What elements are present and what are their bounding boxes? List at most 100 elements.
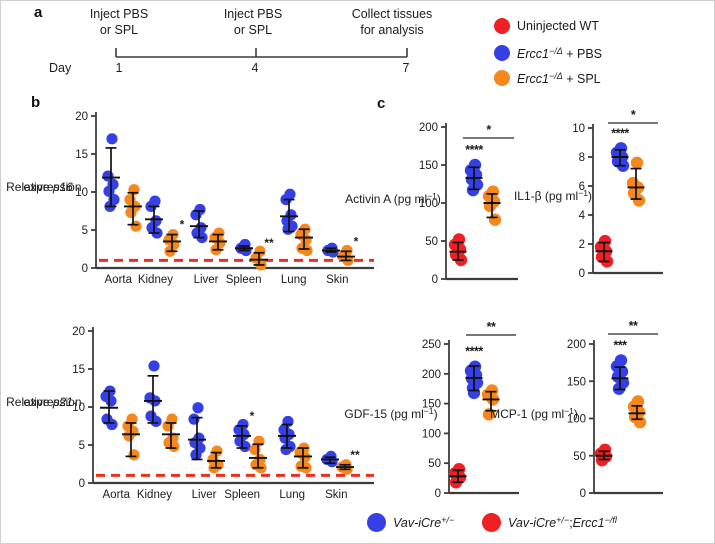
event-2-line1: Inject PBS — [223, 7, 283, 21]
svg-text:150: 150 — [422, 399, 441, 411]
legend-item-vav-icre-ercc1: Vav-iCre+/−;Ercc1−/fl — [482, 513, 617, 532]
svg-text:0: 0 — [432, 274, 438, 286]
legend-label-spl: Ercc1−/Δ + SPL — [517, 70, 601, 86]
svg-text:100: 100 — [567, 414, 586, 426]
panel-c-label: c — [377, 95, 386, 112]
svg-text:100: 100 — [422, 428, 441, 440]
svg-text:4: 4 — [579, 210, 586, 222]
legend-label-vav-icre: Vav-iCre+/− — [393, 515, 455, 530]
timeline-event-3: Collect tissues for analysis — [352, 6, 433, 38]
svg-text:GDF-15 (pg ml−1): GDF-15 (pg ml−1) — [344, 406, 437, 421]
svg-text:IL1-β (pg ml−1): IL1-β (pg ml−1) — [514, 188, 592, 203]
legend-item-spl: Ercc1−/Δ + SPL — [494, 70, 601, 86]
timeline-day-label: Day — [49, 61, 72, 75]
panel-b-label: b — [31, 94, 41, 111]
svg-text:Kidney: Kidney — [137, 489, 172, 501]
svg-text:0: 0 — [82, 263, 88, 275]
legend-item-pbs: Ercc1−/Δ + PBS — [494, 45, 602, 61]
legend-label-pbs: Ercc1−/Δ + PBS — [517, 45, 603, 61]
svg-text:10: 10 — [72, 402, 85, 414]
svg-text:Lung: Lung — [281, 274, 307, 286]
svg-text:200: 200 — [567, 339, 586, 351]
svg-text:*: * — [631, 108, 636, 122]
svg-text:5: 5 — [79, 440, 85, 452]
svg-text:Liver: Liver — [194, 274, 219, 286]
svg-text:15: 15 — [75, 149, 88, 161]
legend-dot-red-bottom — [482, 513, 501, 532]
svg-text:*: * — [486, 123, 491, 137]
svg-text:***: *** — [613, 338, 627, 352]
svg-text:20: 20 — [72, 326, 85, 338]
event-3-line2: for analysis — [360, 23, 424, 37]
timeline-event-1: Inject PBS or SPL — [90, 6, 148, 38]
svg-text:****: **** — [465, 143, 483, 157]
svg-text:50: 50 — [573, 451, 586, 463]
legend-item-uninjected-wt: Uninjected WT — [494, 18, 599, 34]
timeline-day-7: 7 — [402, 61, 410, 75]
svg-text:Relative p16: Relative p16 — [6, 180, 73, 194]
svg-text:0: 0 — [580, 488, 586, 500]
svg-text:50: 50 — [428, 458, 441, 470]
timeline-bracket — [115, 48, 408, 58]
svg-text:expression: expression — [23, 180, 81, 194]
svg-text:**: ** — [487, 320, 496, 334]
legend-dot-blue-bottom — [367, 513, 386, 532]
svg-text:2: 2 — [579, 239, 585, 251]
svg-text:50: 50 — [425, 236, 438, 248]
svg-text:Skin: Skin — [326, 274, 348, 286]
svg-text:Relative p21: Relative p21 — [6, 395, 73, 409]
svg-text:10: 10 — [75, 187, 88, 199]
svg-text:expression: expression — [23, 395, 81, 409]
event-1-line1: Inject PBS — [89, 7, 149, 21]
svg-text:10: 10 — [572, 123, 585, 135]
svg-text:*: * — [180, 218, 185, 232]
activin-a-plot: 0 50 100 150 200 Activin A (pg ml−1) ***** — [345, 122, 518, 286]
svg-text:Spleen: Spleen — [226, 274, 262, 286]
panel-a-label: a — [34, 4, 43, 21]
svg-text:Aorta: Aorta — [105, 274, 133, 286]
event-2-line2: or SPL — [233, 23, 273, 37]
svg-text:150: 150 — [567, 376, 586, 388]
event-1-line2: or SPL — [99, 23, 139, 37]
svg-text:8: 8 — [579, 152, 585, 164]
svg-text:**: ** — [264, 236, 274, 250]
svg-text:MCP-1 (pg ml−1): MCP-1 (pg ml−1) — [490, 406, 578, 421]
event-3-line1: Collect tissues — [351, 7, 433, 21]
svg-text:150: 150 — [419, 160, 438, 172]
svg-text:Skin: Skin — [325, 489, 347, 501]
legend-dot-red — [494, 18, 510, 34]
il1-beta-plot: 0 2 4 6 8 10 IL1-β (pg ml−1) ***** — [514, 108, 663, 280]
svg-text:Kidney: Kidney — [138, 274, 173, 286]
timeline-event-2: Inject PBS or SPL — [224, 6, 282, 38]
timeline-day-4: 4 — [251, 61, 259, 75]
svg-text:20: 20 — [75, 111, 88, 123]
legend-dot-orange — [494, 70, 510, 86]
svg-text:200: 200 — [419, 122, 438, 134]
svg-text:250: 250 — [422, 339, 441, 351]
legend-label-vav-icre-ercc1: Vav-iCre+/−;Ercc1−/fl — [508, 515, 617, 530]
svg-text:*: * — [250, 409, 255, 423]
svg-text:5: 5 — [82, 225, 88, 237]
svg-text:6: 6 — [579, 181, 585, 193]
timeline-day-1: 1 — [115, 61, 123, 75]
svg-text:**: ** — [350, 448, 360, 462]
svg-text:****: **** — [611, 126, 629, 140]
svg-text:Spleen: Spleen — [224, 489, 260, 501]
legend-item-vav-icre: Vav-iCre+/− — [367, 513, 454, 532]
svg-text:100: 100 — [419, 198, 438, 210]
svg-text:0: 0 — [579, 268, 585, 280]
svg-text:Liver: Liver — [192, 489, 217, 501]
svg-text:Lung: Lung — [279, 489, 305, 501]
legend-label-uninjected-wt: Uninjected WT — [517, 19, 599, 33]
svg-text:15: 15 — [72, 364, 85, 376]
svg-text:0: 0 — [435, 488, 441, 500]
svg-text:**: ** — [629, 319, 638, 333]
svg-text:Activin A (pg ml−1): Activin A (pg ml−1) — [345, 191, 441, 206]
svg-text:200: 200 — [422, 369, 441, 381]
svg-text:****: **** — [465, 345, 483, 359]
